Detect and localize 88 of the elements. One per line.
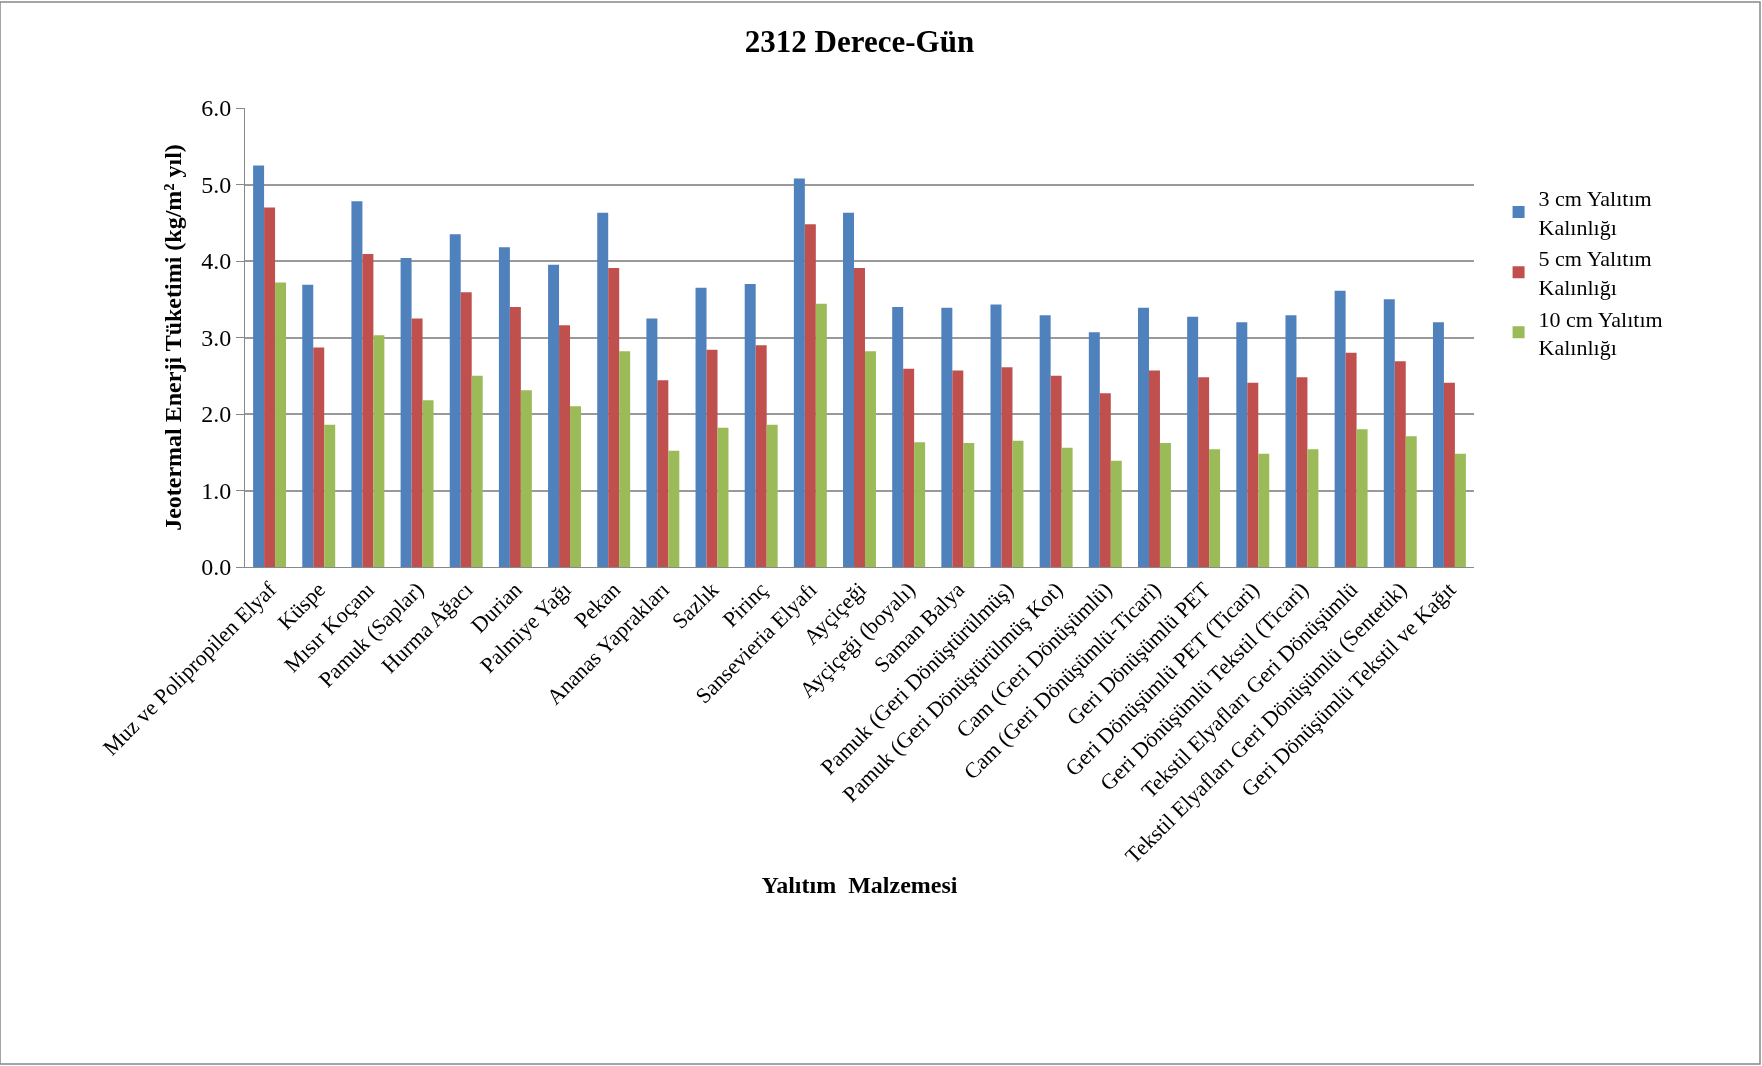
chart-title: 2312 Derece-Gün — [744, 23, 975, 59]
bar — [1394, 361, 1406, 567]
bar — [548, 264, 560, 567]
bar — [717, 427, 729, 567]
bar — [1061, 447, 1073, 567]
bar — [1454, 453, 1466, 567]
bar — [597, 212, 609, 567]
bar — [1039, 315, 1051, 567]
bar — [963, 443, 975, 567]
bar — [559, 325, 571, 567]
bar — [1198, 377, 1210, 567]
bar — [804, 224, 816, 567]
bar — [351, 201, 363, 567]
bar — [1088, 332, 1100, 567]
bar — [422, 400, 434, 567]
y-tick-label: 0.0 — [201, 554, 232, 581]
bar — [744, 283, 756, 567]
bar — [1012, 440, 1024, 567]
bar — [854, 267, 865, 567]
y-tick-label: 2.0 — [201, 401, 232, 428]
bar — [1285, 315, 1297, 567]
bar — [793, 178, 805, 567]
bar — [411, 318, 423, 567]
bar — [903, 368, 915, 567]
bar — [1187, 316, 1199, 567]
bar — [815, 303, 827, 567]
bar — [892, 306, 904, 567]
bar — [608, 267, 620, 567]
bar — [1432, 322, 1444, 567]
bar — [657, 380, 669, 567]
bar — [1236, 322, 1248, 567]
bar — [362, 254, 374, 567]
bar — [1334, 290, 1346, 567]
bar — [1110, 460, 1122, 567]
legend-label: 5 cm Yalıtım Kalınlığı — [1538, 246, 1652, 301]
bar — [400, 257, 412, 567]
bar — [1209, 449, 1221, 567]
bar — [1345, 352, 1357, 567]
y-tick-label: 5.0 — [201, 171, 232, 198]
bar — [570, 406, 582, 567]
bar — [253, 165, 265, 567]
bar — [302, 284, 314, 567]
bar — [1307, 449, 1319, 567]
bar — [1050, 375, 1062, 567]
bar — [1405, 436, 1417, 567]
bar — [1148, 370, 1160, 567]
y-tick-label: 3.0 — [201, 324, 232, 351]
bar — [1356, 429, 1368, 567]
bar — [509, 306, 521, 567]
bar — [619, 351, 631, 567]
bar — [843, 212, 855, 567]
bar — [755, 345, 767, 567]
bar — [706, 349, 718, 567]
bar — [275, 282, 287, 567]
bar — [695, 287, 707, 567]
y-axis-title: Jeotermal Enerji Tüketimi (kg/m² yıl) — [160, 144, 187, 531]
bar — [941, 307, 953, 567]
bar — [449, 234, 461, 567]
y-tick-label: 1.0 — [201, 477, 232, 504]
bar — [990, 304, 1002, 567]
bar — [498, 247, 510, 567]
bar — [1383, 299, 1395, 567]
legend-label: 10 cm Yalıtım Kalınlığı — [1538, 306, 1663, 361]
bar — [1296, 377, 1308, 567]
bar — [1137, 307, 1149, 567]
bar — [460, 292, 472, 567]
bar — [1258, 453, 1270, 567]
bar — [1099, 393, 1111, 567]
bar — [1001, 367, 1013, 567]
bar — [471, 375, 483, 567]
bar — [646, 318, 658, 567]
y-tick-label: 6.0 — [201, 95, 232, 122]
bar — [952, 370, 964, 567]
bar — [520, 390, 532, 567]
x-axis-title: Yalıtım Malzemesi — [761, 871, 958, 898]
legend-label: 3 cm Yalıtım Kalınlığı — [1538, 186, 1652, 240]
bar — [324, 424, 336, 567]
bar — [864, 351, 876, 567]
bar — [1247, 382, 1259, 567]
bar — [313, 347, 325, 567]
bar — [668, 450, 680, 567]
bar — [373, 335, 385, 567]
bar — [766, 424, 778, 567]
bar — [1443, 382, 1455, 567]
bar — [264, 207, 276, 567]
y-tick-label: 4.0 — [201, 248, 232, 275]
bar — [1159, 443, 1171, 567]
bar — [914, 442, 926, 567]
